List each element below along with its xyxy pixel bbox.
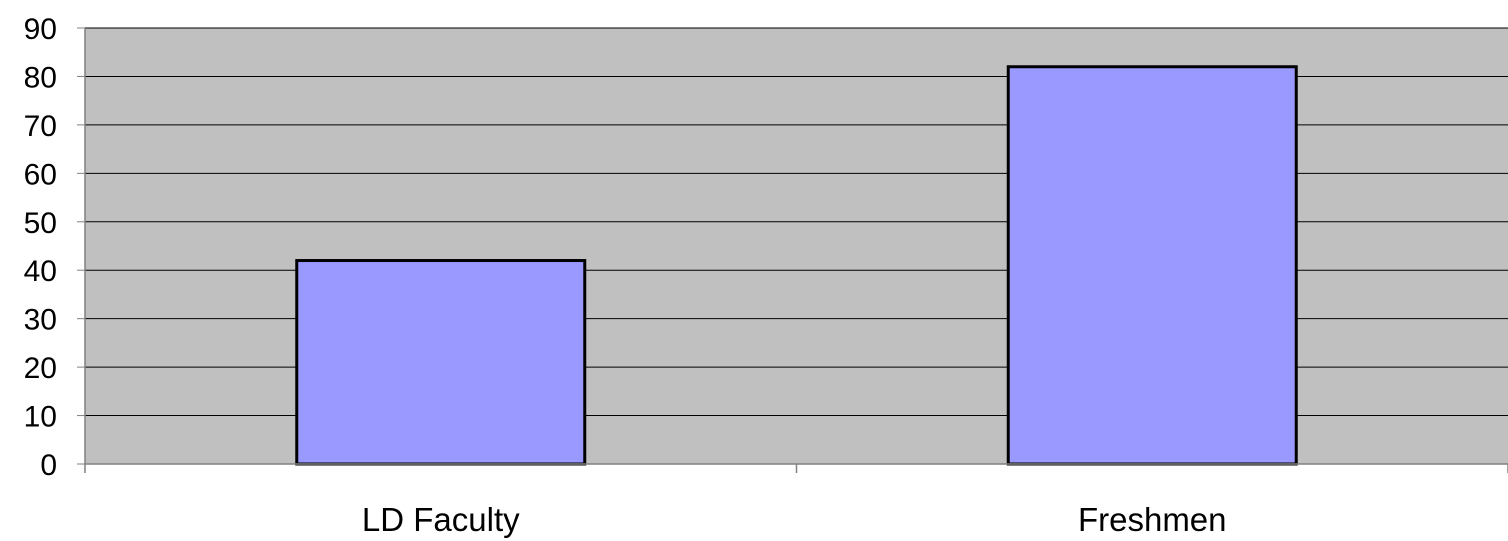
- y-tick-label: 30: [24, 304, 57, 337]
- bar: [1006, 65, 1298, 466]
- axes: [77, 27, 1508, 473]
- y-tick-label: 80: [24, 61, 57, 94]
- x-tick-label: Freshmen: [1078, 501, 1227, 538]
- y-tick-label: 20: [24, 352, 57, 385]
- x-tick-labels: LD Faculty Freshmen: [362, 501, 1227, 538]
- x-tick-label: LD Faculty: [362, 501, 520, 538]
- bar: [295, 259, 587, 466]
- y-tick-label: 50: [24, 207, 57, 240]
- y-tick-label: 10: [24, 401, 57, 434]
- y-tick-label: 70: [24, 110, 57, 143]
- y-tick-label: 90: [24, 13, 57, 46]
- y-tick-labels: 0 10 20 30 40 50 60 70 80 90: [24, 13, 57, 482]
- bars: [295, 65, 1298, 466]
- y-tick-label: 60: [24, 158, 57, 191]
- y-tick-label: 40: [24, 255, 57, 288]
- y-tick-label: 0: [40, 449, 57, 482]
